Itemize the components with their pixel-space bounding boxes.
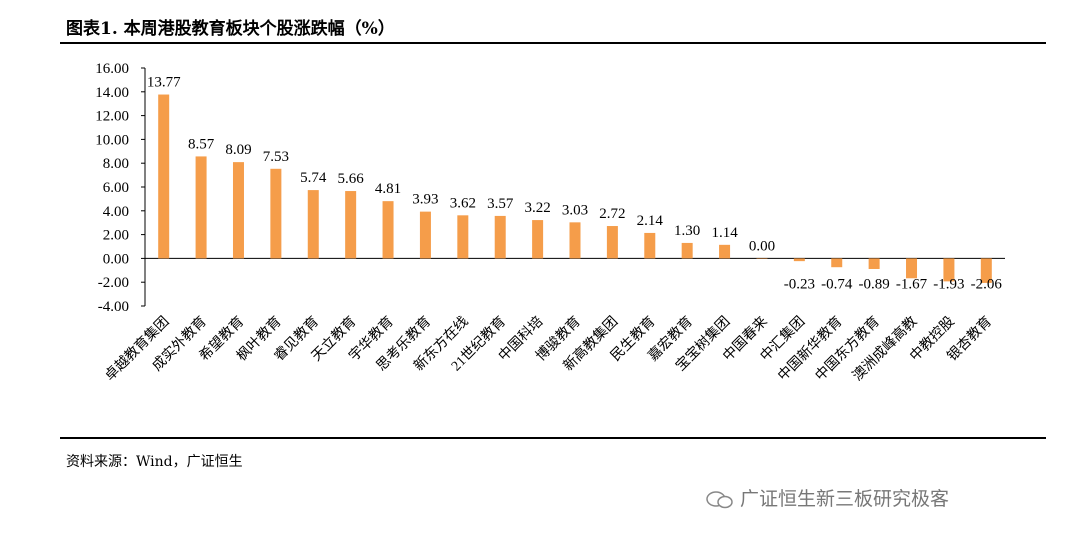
- y-tick-label: 12.00: [95, 109, 129, 125]
- data-label: -0.23: [784, 276, 815, 292]
- bar: [457, 215, 469, 259]
- bar: [270, 168, 282, 259]
- bar: [943, 258, 955, 282]
- watermark: 广证恒生新三板研究极客: [706, 484, 949, 511]
- bar: [382, 201, 394, 259]
- bar: [419, 211, 431, 259]
- y-tick-label: 6.00: [103, 180, 129, 196]
- data-label: 8.57: [188, 136, 215, 152]
- y-tick-label: -4.00: [98, 299, 129, 315]
- data-label: 5.74: [300, 170, 327, 186]
- bar: [345, 191, 357, 259]
- y-tick-label: 14.00: [95, 85, 129, 101]
- bar: [719, 244, 731, 259]
- bar: [756, 258, 768, 259]
- bar-chart: 16.00 14.00 12.00 10.00 8.00 6.00 4.00 2.00 0.00…: [95, 61, 1005, 385]
- data-label: -1.67: [896, 276, 928, 292]
- bar: [681, 242, 693, 259]
- data-label: -0.74: [821, 276, 853, 292]
- bar: [906, 258, 918, 279]
- data-label: 3.03: [562, 202, 588, 218]
- data-label: -0.89: [859, 276, 890, 292]
- bar: [793, 258, 805, 262]
- bar: [195, 156, 207, 259]
- data-label: 3.93: [412, 192, 438, 208]
- source-note: 资料来源：Wind，广证恒生: [66, 454, 243, 470]
- data-label: 2.72: [599, 206, 625, 222]
- top-rule: [60, 42, 1046, 44]
- bottom-rule: [60, 437, 1046, 439]
- data-label: 3.22: [524, 200, 550, 216]
- category-label: 澳洲成峰高教: [849, 313, 920, 384]
- y-tick-label: 10.00: [95, 132, 129, 148]
- y-tick-label: 4.00: [103, 204, 129, 220]
- y-tick-label: 0.00: [103, 251, 129, 267]
- data-label: -1.93: [933, 276, 964, 292]
- bar: [532, 220, 544, 259]
- category-label: 中国新华教育: [775, 314, 846, 385]
- watermark-text: 广证恒生新三板研究极客: [740, 488, 950, 510]
- y-tick-label: -2.00: [98, 275, 129, 291]
- bar: [644, 232, 656, 259]
- bar: [868, 258, 880, 269]
- y-tick-label: 16.00: [95, 61, 129, 77]
- chart-title: 图表1. 本周港股教育板块个股涨跌幅（%）: [66, 19, 395, 39]
- data-label: 1.30: [674, 223, 700, 239]
- y-tick-label: 8.00: [103, 156, 129, 172]
- category-label: 中国东方教育: [812, 314, 883, 385]
- data-label: 1.14: [711, 225, 738, 241]
- bar: [307, 190, 319, 259]
- wechat-icon: [706, 490, 733, 508]
- data-label: 7.53: [263, 149, 289, 165]
- category-label: 卓越教育集团: [101, 313, 172, 384]
- y-tick-label: 2.00: [103, 228, 129, 244]
- data-label: 4.81: [375, 181, 401, 197]
- bar: [980, 258, 992, 283]
- data-label: 0.00: [749, 238, 775, 254]
- bar: [158, 94, 170, 259]
- data-label: 8.09: [225, 142, 251, 158]
- bar: [831, 258, 843, 268]
- bar: [494, 215, 506, 259]
- bar: [569, 222, 581, 259]
- data-label: 2.14: [637, 213, 664, 229]
- bar: [232, 162, 244, 259]
- data-label: 3.62: [450, 195, 476, 211]
- data-label: 13.77: [147, 75, 181, 91]
- data-label: 3.57: [487, 196, 514, 212]
- data-label: 5.66: [338, 171, 365, 187]
- data-label: -2.06: [971, 276, 1003, 292]
- bar: [606, 226, 618, 259]
